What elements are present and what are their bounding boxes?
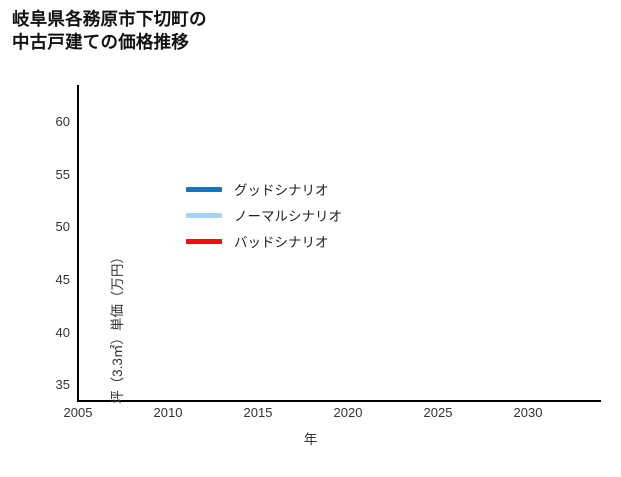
x-tick-label: 2010	[153, 405, 183, 420]
y-axis-ticks: 35 40 45 50 55 60	[36, 85, 70, 400]
chart-legend: グッドシナリオ ノーマルシナリオ バッドシナリオ	[186, 176, 396, 254]
y-tick-label: 35	[55, 377, 70, 393]
x-tick-label: 2025	[423, 405, 453, 420]
legend-item-normal: ノーマルシナリオ	[186, 202, 396, 228]
chart-title: 岐阜県各務原市下切町の 中古戸建ての価格推移	[12, 9, 207, 53]
x-axis-label: 年	[303, 432, 318, 447]
legend-swatch-normal	[186, 212, 222, 218]
plot-background	[78, 85, 600, 400]
legend-item-bad: バッドシナリオ	[186, 228, 396, 254]
y-tick-label: 50	[55, 219, 70, 235]
x-tick-label: 2020	[333, 405, 363, 420]
x-axis-ticks: 2005 2010 2015 2020 2025 2030	[64, 405, 600, 425]
y-tick-label: 40	[55, 324, 70, 340]
legend-swatch-good	[186, 186, 222, 192]
x-tick-label: 2005	[63, 405, 93, 420]
y-tick-label: 55	[55, 166, 70, 182]
x-tick-label: 2030	[513, 405, 543, 420]
x-tick-label: 2015	[243, 405, 273, 420]
legend-label-normal: ノーマルシナリオ	[234, 209, 342, 224]
plot-area: グッドシナリオ ノーマルシナリオ バッドシナリオ 坪（3.3㎡）単価（万円）	[77, 85, 601, 404]
y-tick-label: 45	[55, 271, 70, 287]
legend-swatch-bad	[186, 238, 222, 244]
chart-figure: 岐阜県各務原市下切町の 中古戸建ての価格推移 グッドシナリオ	[12, 9, 601, 447]
y-axis-spine	[77, 85, 79, 401]
legend-item-good: グッドシナリオ	[186, 176, 396, 202]
legend-label-bad: バッドシナリオ	[234, 235, 329, 250]
y-tick-label: 60	[55, 113, 70, 129]
legend-label-good: グッドシナリオ	[234, 183, 329, 198]
x-axis-spine	[77, 400, 601, 402]
